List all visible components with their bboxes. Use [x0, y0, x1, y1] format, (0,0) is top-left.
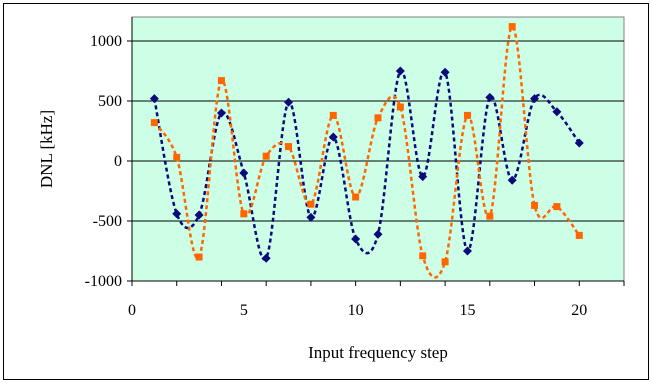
data-point [194, 210, 204, 220]
data-point [373, 229, 383, 239]
y-axis-title: DNL [kHz] [37, 110, 56, 188]
data-point [195, 253, 203, 261]
x-tick-label: 5 [240, 302, 248, 319]
x-tick-label: 10 [348, 302, 364, 319]
data-point [172, 209, 182, 219]
data-point [485, 92, 495, 102]
data-point [530, 94, 540, 104]
data-point [486, 212, 494, 220]
data-point [374, 114, 382, 122]
data-point [418, 172, 428, 182]
y-tick-label: 1000 [90, 33, 122, 50]
data-point [149, 94, 159, 104]
x-tick-label: 20 [571, 302, 587, 319]
data-point [440, 67, 450, 77]
tick-labels: -1000 -500 0 500 1000 0 5 10 15 20 [85, 33, 625, 319]
data-point [552, 107, 562, 117]
data-point [395, 66, 405, 76]
data-point [508, 23, 516, 31]
data-point [553, 203, 561, 211]
data-point [150, 119, 158, 127]
data-point [352, 193, 360, 201]
data-point [463, 111, 471, 119]
data-point [329, 111, 337, 119]
data-point [285, 143, 293, 151]
data-point [173, 153, 181, 161]
data-point [441, 258, 449, 266]
data-point [531, 201, 539, 209]
data-point [262, 152, 270, 160]
series-2 [150, 23, 583, 279]
data-point [328, 132, 338, 142]
data-point [462, 246, 472, 256]
y-tick-label: -500 [93, 213, 122, 230]
data-point [419, 252, 427, 260]
data-point [574, 138, 584, 148]
data-point [239, 168, 249, 178]
x-axis-title: Input frequency step [308, 343, 448, 362]
x-tick-label: 0 [128, 302, 136, 319]
y-tick-label: 0 [114, 153, 122, 170]
y-tick-label: -1000 [85, 273, 122, 290]
axes [131, 17, 624, 282]
data-point [575, 231, 583, 239]
plot-area [131, 16, 625, 282]
data-point [306, 212, 316, 222]
series-layer [149, 23, 584, 279]
y-tick-label: 500 [98, 93, 122, 110]
x-tick-label: 15 [459, 302, 475, 319]
data-point [507, 175, 517, 185]
data-point [284, 97, 294, 107]
data-point [216, 108, 226, 118]
data-point [396, 103, 404, 111]
data-point [217, 77, 225, 85]
data-point [351, 234, 361, 244]
data-point [261, 253, 271, 263]
data-point [240, 210, 248, 218]
data-point [307, 200, 315, 208]
